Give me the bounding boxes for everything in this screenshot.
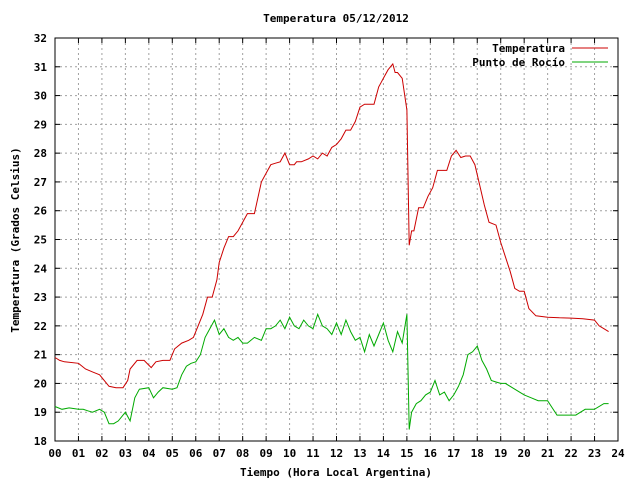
y-tick-label: 21	[34, 349, 48, 362]
y-tick-label: 28	[34, 147, 47, 160]
y-tick-label: 18	[34, 435, 47, 448]
x-tick-label: 12	[330, 447, 343, 460]
y-tick-label: 25	[34, 234, 47, 247]
x-tick-label: 22	[564, 447, 577, 460]
x-tick-label: 01	[72, 447, 86, 460]
y-tick-label: 20	[34, 377, 47, 390]
series-layer	[54, 62, 609, 430]
legend-label-punto-de-rocio: Punto de Rocío	[472, 56, 565, 69]
x-tick-label: 16	[424, 447, 438, 460]
y-tick-label: 23	[34, 291, 47, 304]
x-tick-label: 19	[494, 447, 507, 460]
x-tick-label: 03	[119, 447, 132, 460]
x-tick-label: 08	[236, 447, 249, 460]
y-tick-label: 32	[34, 32, 47, 45]
x-tick-label: 24	[611, 447, 625, 460]
legend-label-temperatura: Temperatura	[492, 42, 565, 55]
x-tick-label: 07	[213, 447, 226, 460]
x-tick-label: 11	[306, 447, 320, 460]
chart-title: Temperatura 05/12/2012	[263, 12, 409, 25]
ticks-layer: 00 01 02 03 04 05 06 07 08 09 10 11 12 13 14 15 16 17 18 19…	[34, 32, 625, 460]
x-tick-label: 05	[166, 447, 179, 460]
x-tick-label: 09	[260, 447, 273, 460]
y-tick-label: 24	[34, 262, 48, 275]
x-tick-label: 02	[95, 447, 108, 460]
x-tick-label: 06	[189, 447, 203, 460]
x-tick-label: 04	[142, 447, 156, 460]
y-tick-label: 29	[34, 118, 47, 131]
y-tick-label: 26	[34, 205, 48, 218]
x-tick-label: 14	[377, 447, 391, 460]
x-tick-label: 00	[48, 447, 61, 460]
y-tick-label: 30	[34, 90, 47, 103]
series-line-punto-de-rocio	[54, 312, 609, 430]
y-tick-label: 31	[34, 61, 48, 74]
x-tick-label: 18	[471, 447, 484, 460]
x-tick-label: 13	[353, 447, 366, 460]
y-tick-label: 22	[34, 320, 47, 333]
x-tick-label: 23	[588, 447, 601, 460]
grid-layer	[55, 38, 618, 441]
y-axis-label: Temperatura (Grados Celsius)	[9, 147, 22, 332]
x-tick-label: 15	[400, 447, 413, 460]
legend: Temperatura Punto de Rocío	[472, 42, 608, 69]
x-tick-label: 17	[447, 447, 460, 460]
x-tick-label: 10	[283, 447, 296, 460]
x-tick-label: 21	[541, 447, 555, 460]
x-tick-label: 20	[518, 447, 531, 460]
x-axis-label: Tiempo (Hora Local Argentina)	[240, 466, 432, 479]
series-line-temperatura	[54, 62, 609, 389]
y-tick-label: 27	[34, 176, 47, 189]
y-tick-label: 19	[34, 406, 47, 419]
